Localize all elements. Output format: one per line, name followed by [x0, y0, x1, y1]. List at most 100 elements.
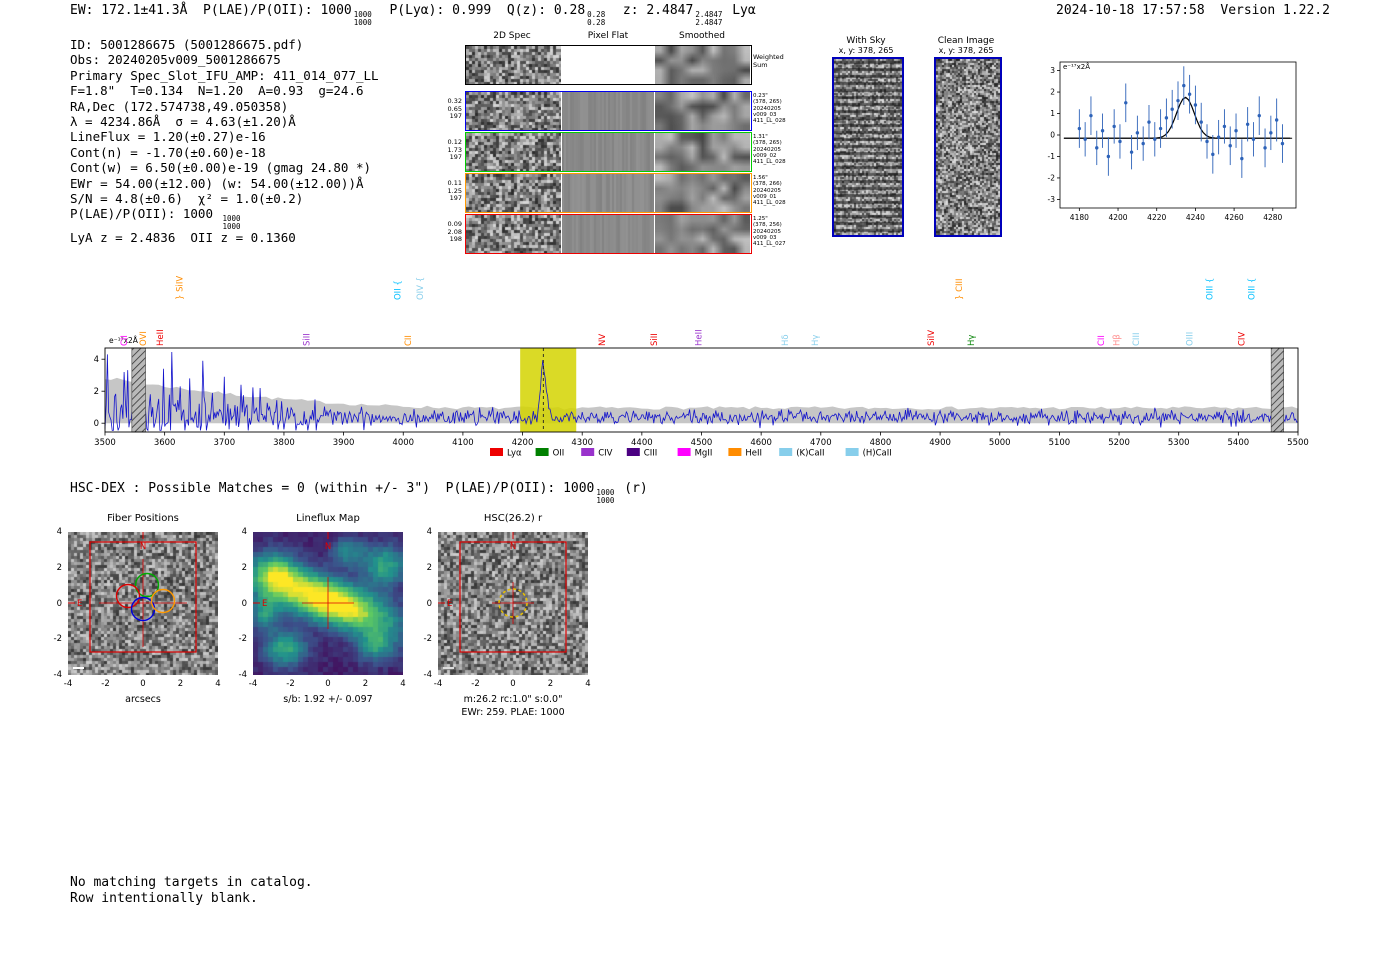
clean-image — [934, 57, 1002, 237]
sky-panel-coords: x, y: 378, 265 — [838, 46, 894, 55]
data-point — [1147, 120, 1151, 124]
legend-swatch — [779, 448, 793, 456]
x-tick-label: 4200 — [512, 438, 534, 448]
meta-line: 20240205 — [753, 146, 781, 153]
stacked-fraction: 2.4847 2.4847 — [695, 11, 722, 26]
info-line: EWr = 54.00(±12.00) (w: 54.00(±12.00))Å — [70, 176, 379, 191]
data-point — [1112, 124, 1116, 129]
emission-line-label: SiII — [303, 333, 313, 346]
text-segment: Cont(w) = 6.50(±0.00)e-19 (gmag 24.80 *) — [70, 160, 372, 176]
text-segment: Primary Spec_Slot_IFU_AMP: 411_014_077_L… — [70, 67, 379, 83]
weight-value: 1.25 — [447, 186, 462, 195]
spec2d-row — [465, 214, 752, 254]
data-point — [1274, 118, 1279, 122]
cutout-x-tick-label: -4 — [63, 679, 73, 689]
x-tick-label: 4600 — [750, 438, 772, 448]
meta-line: 411_LL_027 — [753, 241, 786, 248]
spec2d-row-meta: 1.56" (378, 266) 20240205 v009_01 411_LL_028 — [753, 175, 786, 206]
weight-value: 197 — [449, 194, 462, 202]
meta-line: (378, 265) — [753, 99, 782, 106]
x-tick-label: 4100 — [452, 438, 474, 448]
emission-line-label: OIII — [1185, 332, 1195, 346]
hsc-match-header: HSC-DEX : Possible Matches = 0 (within +… — [70, 481, 648, 504]
x-tick-label: 4000 — [392, 438, 414, 448]
sky-image-canvas — [936, 59, 1000, 235]
version-label: Version 1.22.2 — [1220, 3, 1330, 18]
cutout-x-tick-label: 2 — [547, 679, 554, 689]
text-segment: ID: 5001286675 (5001286675.pdf) — [70, 37, 304, 52]
data-point — [1234, 129, 1238, 133]
meta-line: Sum — [753, 60, 768, 69]
data-point — [1077, 126, 1082, 131]
cutout-y-tick-label: -4 — [53, 670, 62, 680]
emission-line-label: } SiIV — [176, 276, 186, 300]
spec2d-image — [466, 215, 561, 253]
cutout-x-tick-label: 2 — [177, 679, 184, 689]
data-point — [1100, 129, 1105, 133]
spec2d-image — [466, 174, 561, 212]
spec2d-column-title: Smoothed — [679, 31, 725, 41]
text-segment: Lyα — [724, 3, 756, 18]
emission-line-label: CIII — [1132, 333, 1142, 346]
cutout-x-tick-label: 4 — [585, 679, 591, 689]
spacer — [1205, 3, 1221, 18]
info-line: S/N = 4.8(±0.6) χ² = 1.0(±0.2) — [70, 191, 379, 206]
data-point — [1216, 135, 1221, 139]
aperture-circle — [498, 588, 528, 618]
text-segment: RA,Dec (172.574738,49.050358) — [70, 98, 289, 114]
meta-line: (378, 265) — [753, 140, 782, 147]
cutout-y-tick-label: -2 — [423, 634, 432, 645]
x-tick-label: 4700 — [810, 438, 832, 448]
data-point — [1245, 122, 1250, 126]
data-point — [1182, 83, 1186, 88]
legend-swatch — [626, 448, 640, 456]
data-point — [1124, 101, 1128, 105]
x-tick-label: 5300 — [1168, 438, 1190, 448]
info-line: P(LAE)/P(OII): 1000 1000 1000 — [70, 206, 379, 230]
legend-swatch — [845, 448, 859, 456]
data-point — [1141, 141, 1145, 146]
x-tick-label: 4900 — [929, 438, 951, 448]
spec2d-row-weights: 0.12 1.73 197 — [436, 138, 462, 162]
sky-image-canvas — [834, 59, 902, 235]
emission-line-label: OII { — [393, 280, 403, 300]
footer-line: Row intentionally blank. — [70, 890, 258, 906]
spec2d-column-title: Pixel Flat — [587, 31, 629, 41]
info-line: F=1.8" T=0.134 N=1.20 A=0.93 g=24.6 — [70, 83, 379, 98]
cutout-overlay: NE — [253, 532, 354, 629]
info-line: RA,Dec (172.574738,49.050358) — [70, 99, 379, 114]
emission-line-label: } CIII — [955, 278, 965, 300]
data-point — [1176, 98, 1180, 103]
smoothed-image — [655, 46, 750, 84]
data-point — [1211, 152, 1215, 157]
pixel-flat-empty — [562, 46, 654, 84]
emission-line-label: OVI — [139, 331, 149, 346]
x-tick-label: 5100 — [1049, 438, 1071, 448]
fraction-top: 2.4847 — [695, 10, 723, 19]
x-tick-label: 4300 — [571, 438, 593, 448]
target-info-block: ID: 5001286675 (5001286675.pdf) Obs: 2024… — [70, 37, 379, 246]
data-point — [1106, 154, 1111, 159]
data-point — [1187, 92, 1192, 96]
weight-value: 0.11 — [447, 179, 462, 187]
x-tick-label: 4500 — [691, 438, 713, 448]
text-segment: LineFlux = 1.20(±0.27)e-16 — [70, 129, 266, 145]
weight-value: 0.65 — [447, 104, 462, 113]
noise-envelope — [105, 377, 1298, 424]
x-tick-label: 3700 — [213, 438, 235, 448]
cutout-title: Fiber Positions — [107, 513, 179, 524]
meta-line: (378, 266) — [753, 181, 782, 188]
spec2d-row — [465, 132, 752, 172]
text-segment: F=1.8" T=0.134 N=1.20 A=0.93 g=24.6 — [70, 83, 364, 99]
meta-line: 411_LL_028 — [753, 200, 786, 207]
spec2d-row-meta: 0.23" (378, 265) 20240205 v009_03 411_LL_028 — [753, 93, 786, 124]
info-line: LineFlux = 1.20(±0.27)e-16 — [70, 129, 379, 144]
meta-line: Weighted — [753, 53, 784, 61]
meta-line: 20240205 — [753, 187, 781, 194]
spec2d-row-weights: 0.11 1.25 197 — [436, 179, 462, 203]
legend-swatch — [728, 448, 742, 456]
flux-units-annotation: e⁻¹⁷x2Å — [109, 336, 139, 345]
cutout-y-tick-label: 4 — [241, 527, 247, 537]
cutout-x-tick-label: -2 — [101, 679, 110, 689]
meta-line: v009_03 — [753, 234, 777, 241]
